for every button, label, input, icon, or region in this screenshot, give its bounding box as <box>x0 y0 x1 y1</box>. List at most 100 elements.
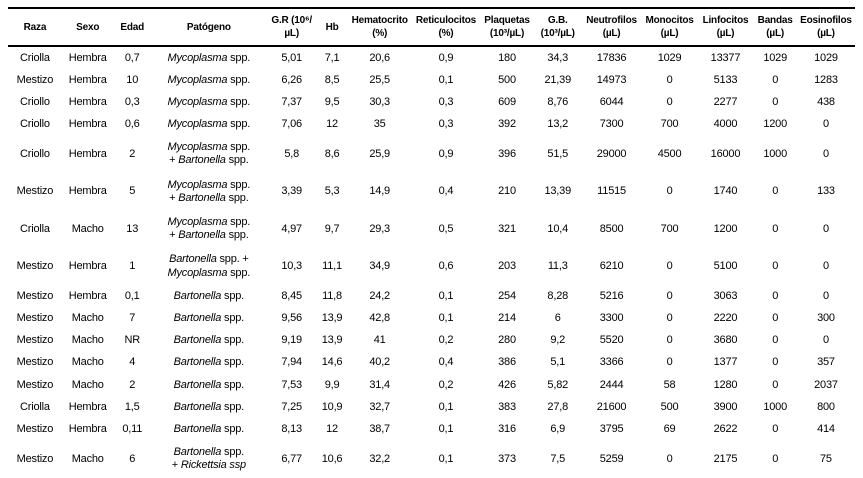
cell-bandas: 0 <box>772 334 779 347</box>
cell-gr: 5,01 <box>281 51 302 64</box>
table-row: Mestizo Macho NR Bartonella spp. 9,19 13,9 41 0… <box>8 330 855 352</box>
cell-hb: 10,9 <box>321 400 343 413</box>
cell-plaquetas: 500 <box>498 73 516 86</box>
table-row: Mestizo Hembra 10 Mycoplasma spp. 6,26 8,5 25,… <box>8 69 855 91</box>
column-header-neutrofilos: Neutrofilos (µL) <box>581 8 642 47</box>
cell-patogeno: Mycoplasma spp. <box>167 51 251 64</box>
cell-edad: 4 <box>129 356 136 369</box>
cell-eosinofilos: 75 <box>820 452 832 465</box>
cell-gb: 5,82 <box>547 378 569 391</box>
cell-reticulocitos: 0,1 <box>438 400 454 413</box>
cell-bandas: 0 <box>772 356 779 369</box>
cell-sexo: Hembra <box>68 147 107 160</box>
column-header-reticulocitos: Reticulocitos (%) <box>411 8 481 47</box>
cell-gr: 7,25 <box>281 400 302 413</box>
cell-patogeno: Bartonella spp. <box>173 422 245 435</box>
cell-edad: 1 <box>129 259 136 272</box>
cell-monocitos: 69 <box>663 422 676 435</box>
cell-edad: 2 <box>129 147 136 160</box>
cell-monocitos: 700 <box>660 222 679 235</box>
table-row: Mestizo Macho 4 Bartonella spp. 7,94 14,6 40,2… <box>8 352 855 374</box>
cell-edad: 0,6 <box>124 118 140 131</box>
cell-plaquetas: 396 <box>498 147 516 160</box>
cell-monocitos: 0 <box>666 311 673 324</box>
cell-neutrofilos: 5259 <box>599 452 624 465</box>
cell-bandas: 1029 <box>763 51 787 64</box>
column-header-linfocitos: Linfocitos (µL) <box>697 8 754 47</box>
cell-bandas: 0 <box>772 73 779 86</box>
cell-eosinofilos: 0 <box>822 118 829 131</box>
cell-neutrofilos: 21600 <box>596 400 627 413</box>
cell-plaquetas: 392 <box>498 118 516 131</box>
cell-gr: 7,06 <box>281 118 302 131</box>
cell-neutrofilos: 6044 <box>599 95 624 108</box>
cell-sexo: Macho <box>71 334 104 347</box>
cell-linfocitos: 5100 <box>713 259 738 272</box>
cell-monocitos: 4500 <box>657 147 682 160</box>
cell-raza: Mestizo <box>16 73 54 86</box>
table-row: Mestizo Macho 7 Bartonella spp. 9,56 13,9 42,8… <box>8 307 855 329</box>
cell-hematocrito: 20,6 <box>369 51 390 64</box>
cell-linfocitos: 3063 <box>713 289 738 302</box>
cell-patogeno: Bartonella spp. <box>173 334 245 347</box>
table-row: Mestizo Hembra 0,1 Bartonella spp. 8,45 11,8 2… <box>8 285 855 307</box>
cell-gb: 34,3 <box>547 51 569 64</box>
cell-patogeno: Mycoplasma spp. + Bartonella spp. <box>167 178 251 204</box>
cell-patogeno: Bartonella spp. + Mycoplasma spp. <box>167 253 251 279</box>
cell-eosinofilos: 800 <box>817 400 835 413</box>
cell-patogeno: Bartonella spp. <box>173 311 245 324</box>
cell-edad: 13 <box>126 222 139 235</box>
cell-raza: Criollo <box>20 118 50 131</box>
cell-reticulocitos: 0,1 <box>438 452 454 465</box>
cell-hb: 12 <box>326 422 338 435</box>
cell-hb: 12 <box>326 118 338 131</box>
cell-monocitos: 0 <box>666 289 673 302</box>
cell-linfocitos: 3680 <box>713 334 738 347</box>
cell-linfocitos: 5133 <box>713 73 738 86</box>
cell-linfocitos: 13377 <box>710 51 741 64</box>
cell-hematocrito: 31,4 <box>369 378 390 391</box>
cell-raza: Mestizo <box>16 334 54 347</box>
cell-hematocrito: 42,8 <box>369 311 390 324</box>
cell-patogeno: Bartonella spp. <box>173 289 245 302</box>
cell-hematocrito: 14,9 <box>369 185 390 198</box>
cell-eosinofilos: 438 <box>817 95 835 108</box>
cell-reticulocitos: 0,9 <box>438 147 454 160</box>
cell-sexo: Macho <box>71 222 104 235</box>
cell-eosinofilos: 0 <box>822 289 829 302</box>
cell-plaquetas: 210 <box>498 185 516 198</box>
cell-plaquetas: 254 <box>498 289 516 302</box>
cell-hematocrito: 34,9 <box>369 259 390 272</box>
cell-hematocrito: 24,2 <box>369 289 390 302</box>
column-header-edad: Edad <box>113 8 151 47</box>
cell-neutrofilos: 2444 <box>599 378 624 391</box>
column-header-sexo: Sexo <box>61 8 114 47</box>
cell-edad: 1,5 <box>124 400 140 413</box>
cell-patogeno: Bartonella spp. <box>173 400 245 413</box>
cell-raza: Mestizo <box>16 356 54 369</box>
cell-eosinofilos: 414 <box>817 422 835 435</box>
cell-neutrofilos: 17836 <box>596 51 627 64</box>
table-row: Mestizo Hembra 1 Bartonella spp. + Mycoplasm… <box>8 248 855 285</box>
cell-neutrofilos: 7300 <box>599 118 624 131</box>
table-row: Criolla Hembra 0,7 Mycoplasma spp. 5,01 7,1 20… <box>8 46 855 69</box>
cell-sexo: Hembra <box>68 118 107 131</box>
cell-reticulocitos: 0,6 <box>438 259 454 272</box>
column-header-plaquetas: Plaquetas (10³/µL) <box>480 8 534 47</box>
cell-eosinofilos: 2037 <box>814 378 838 391</box>
cell-gb: 8,28 <box>547 289 569 302</box>
cell-linfocitos: 1740 <box>713 185 738 198</box>
cell-reticulocitos: 0,1 <box>438 311 454 324</box>
cell-edad: 5 <box>129 185 136 198</box>
cell-eosinofilos: 0 <box>822 147 829 160</box>
cell-hb: 5,3 <box>324 185 340 198</box>
cell-hematocrito: 35 <box>373 118 386 131</box>
cell-hematocrito: 29,3 <box>369 222 390 235</box>
column-header-monocitos: Monocitos (µL) <box>641 8 698 47</box>
cell-hb: 11,1 <box>322 259 342 272</box>
cell-neutrofilos: 29000 <box>596 147 627 160</box>
cell-monocitos: 1029 <box>657 51 682 64</box>
cell-gr: 7,53 <box>281 378 302 391</box>
cell-monocitos: 58 <box>663 378 676 391</box>
table-row: Criollo Hembra 0,3 Mycoplasma spp. 7,37 9,5 30… <box>8 91 855 113</box>
